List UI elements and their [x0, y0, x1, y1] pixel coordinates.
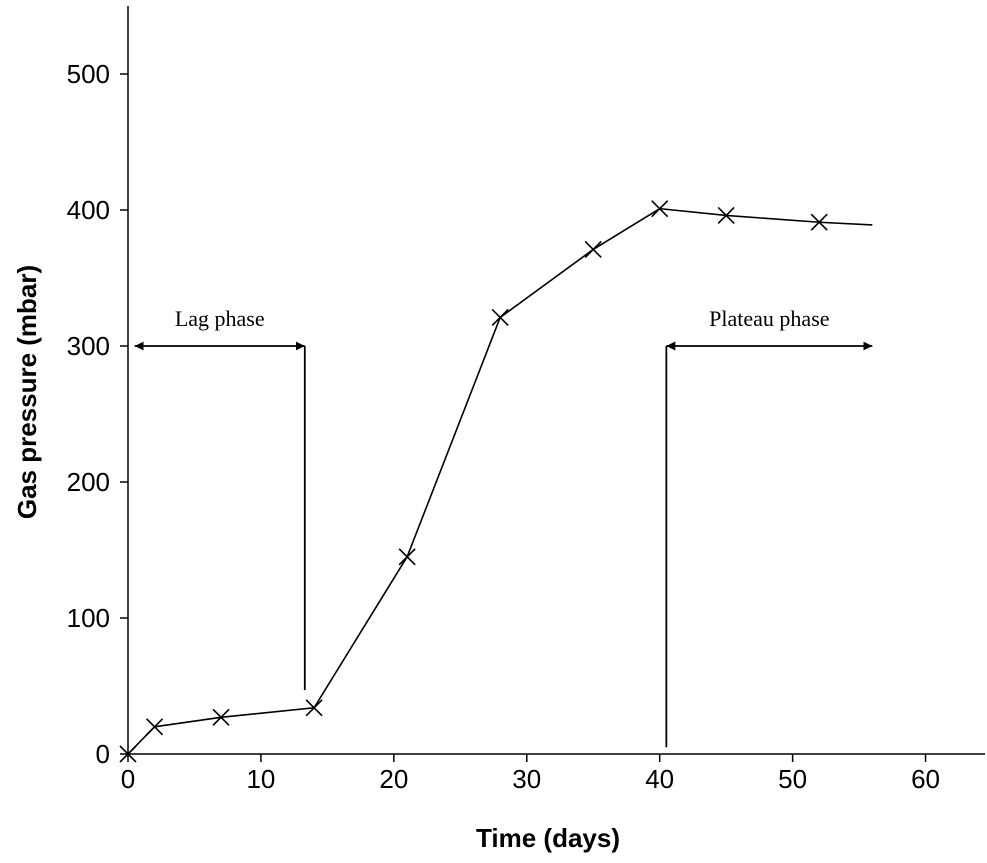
- marker-stroke: [651, 200, 669, 218]
- y-tick-label: 200: [67, 467, 110, 497]
- y-axis-title: Gas pressure (mbar): [12, 265, 42, 519]
- data-point-marker: [212, 708, 230, 726]
- marker-stroke: [119, 745, 137, 763]
- marker-stroke: [212, 708, 230, 726]
- x-tick-label: 50: [778, 764, 807, 794]
- axes: 0 100 200 300 400 500 0 10 20 30 40 50 60: [67, 6, 985, 794]
- x-axis-title: Time (days): [476, 823, 620, 853]
- phase-label: Lag phase: [175, 306, 265, 331]
- annotations: Lag phase Plateau phase: [134, 306, 873, 748]
- data-point-marker: [810, 213, 828, 231]
- y-tick-label: 400: [67, 195, 110, 225]
- x-tick-label: 30: [512, 764, 541, 794]
- data-point-marker: [398, 548, 416, 566]
- marker-stroke: [584, 240, 602, 259]
- data-point-marker: [491, 308, 509, 327]
- marker-stroke: [717, 206, 735, 225]
- series-line: [127, 207, 873, 755]
- y-tick-label: 300: [67, 331, 110, 361]
- marker-stroke: [491, 308, 509, 327]
- x-tick-label: 0: [121, 764, 135, 794]
- x-tick-label: 10: [246, 764, 275, 794]
- y-tick-label: 0: [96, 739, 110, 769]
- data-point-marker: [717, 206, 735, 225]
- marker-stroke: [810, 213, 828, 231]
- data-point-marker: [305, 699, 323, 717]
- x-tick-label: 20: [379, 764, 408, 794]
- data-point-marker: [584, 240, 602, 259]
- data-point-marker: [146, 718, 164, 736]
- data-point-marker: [119, 745, 137, 763]
- x-tick-label: 60: [911, 764, 940, 794]
- y-tick-label: 500: [67, 59, 110, 89]
- marker-stroke: [146, 718, 164, 736]
- marker-stroke: [398, 548, 416, 566]
- marker-stroke: [305, 699, 323, 717]
- data-point-marker: [651, 200, 669, 218]
- series: [119, 200, 873, 763]
- x-tick-label: 40: [645, 764, 674, 794]
- y-tick-label: 100: [67, 603, 110, 633]
- phase-label: Plateau phase: [709, 306, 829, 331]
